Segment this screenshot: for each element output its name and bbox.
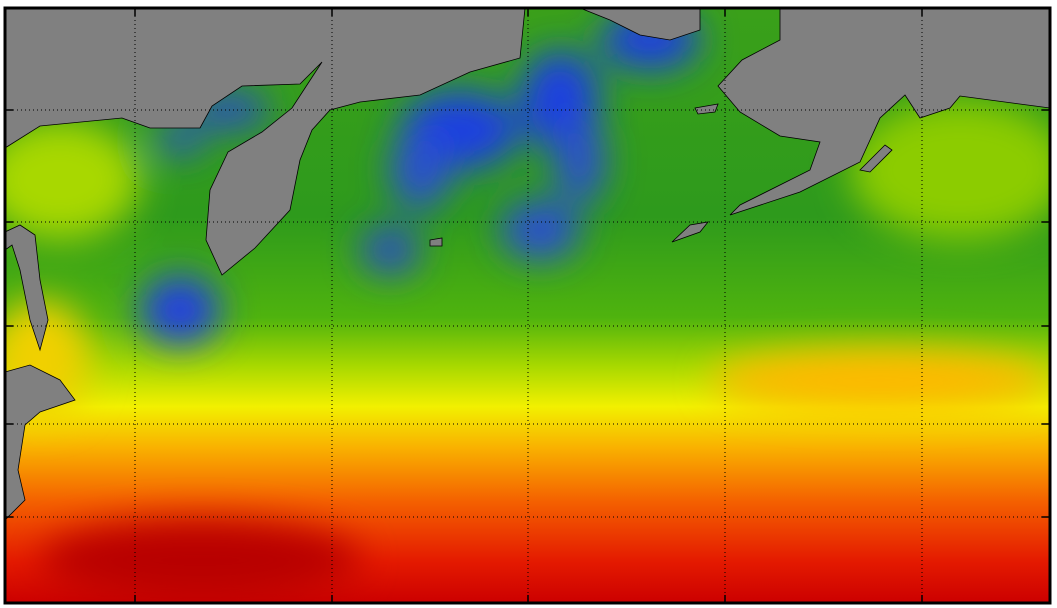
west-land bbox=[5, 364, 76, 521]
west-island bbox=[5, 224, 49, 352]
island bbox=[671, 221, 709, 243]
island bbox=[859, 144, 893, 173]
ticks bbox=[5, 8, 1050, 603]
island bbox=[429, 237, 443, 247]
island bbox=[694, 103, 719, 115]
map-frame bbox=[3, 6, 1052, 605]
northwest-land bbox=[5, 8, 526, 276]
north-land bbox=[579, 8, 701, 41]
field bbox=[5, 8, 1050, 603]
land bbox=[5, 8, 1050, 521]
color-patches bbox=[5, 10, 1050, 600]
tick-marks bbox=[5, 8, 1050, 603]
northeast-land bbox=[717, 8, 1050, 216]
